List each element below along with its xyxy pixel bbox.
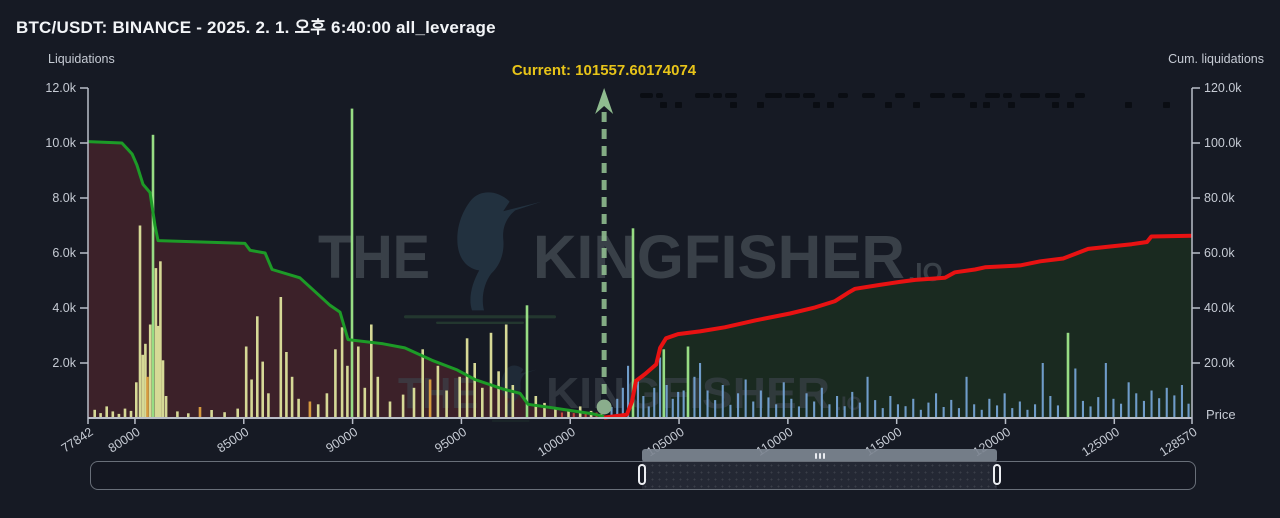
svg-text:80000: 80000 xyxy=(106,425,143,456)
navigator-drag-bar[interactable] xyxy=(642,449,998,462)
chart-title: BTC/USDT: BINANCE - 2025. 2. 1. 오후 6:40:… xyxy=(16,18,496,37)
long-area-fill xyxy=(604,235,1192,418)
current-price-label: Current: 101557.60174074 xyxy=(511,62,697,79)
svg-text:10.0k: 10.0k xyxy=(45,136,76,150)
svg-text:90000: 90000 xyxy=(323,425,360,456)
svg-text:125000: 125000 xyxy=(1079,425,1122,459)
liquidation-bars xyxy=(93,108,1190,418)
svg-text:20.0k: 20.0k xyxy=(1204,356,1235,370)
navigator-right-handle[interactable] xyxy=(993,464,1002,485)
cum-short-line xyxy=(87,140,605,419)
cum-long-line xyxy=(603,233,1193,420)
svg-text:KINGFISHER: KINGFISHER xyxy=(533,223,905,291)
svg-text:77842: 77842 xyxy=(59,425,96,456)
svg-text:128570: 128570 xyxy=(1157,425,1200,459)
svg-text:THE: THE xyxy=(318,223,430,291)
right-axis-title: Cum. liquidations xyxy=(1168,52,1264,66)
current-price-dot xyxy=(596,399,612,415)
svg-text:6.0k: 6.0k xyxy=(52,246,76,260)
svg-text:4.0k: 4.0k xyxy=(52,301,76,315)
svg-text:8.0k: 8.0k xyxy=(52,191,76,205)
svg-text:120.0k: 120.0k xyxy=(1204,81,1242,95)
svg-text:40.0k: 40.0k xyxy=(1204,301,1235,315)
svg-text:2.0k: 2.0k xyxy=(52,356,76,370)
svg-text:.IO: .IO xyxy=(908,257,943,287)
svg-text:80.0k: 80.0k xyxy=(1204,191,1235,205)
svg-text:.IO: .IO xyxy=(836,394,861,415)
svg-text:85000: 85000 xyxy=(215,425,252,456)
left-axis-title: Liquidations xyxy=(48,52,115,66)
short-area-fill xyxy=(88,141,605,418)
drag-grip-icon[interactable] xyxy=(814,452,825,459)
svg-text:12.0k: 12.0k xyxy=(45,81,76,95)
svg-text:95000: 95000 xyxy=(432,425,469,456)
svg-text:100.0k: 100.0k xyxy=(1204,136,1242,150)
navigator-left-handle[interactable] xyxy=(638,464,646,485)
svg-text:60.0k: 60.0k xyxy=(1204,246,1235,260)
top-dark-marks xyxy=(640,93,1170,108)
svg-text:100000: 100000 xyxy=(535,425,578,459)
navigator-selected-range[interactable] xyxy=(642,462,998,489)
price-axis-label: Price xyxy=(1206,407,1236,422)
watermark-main: THE KINGFISHER .IO xyxy=(318,192,943,324)
current-price-arrow xyxy=(595,88,614,415)
